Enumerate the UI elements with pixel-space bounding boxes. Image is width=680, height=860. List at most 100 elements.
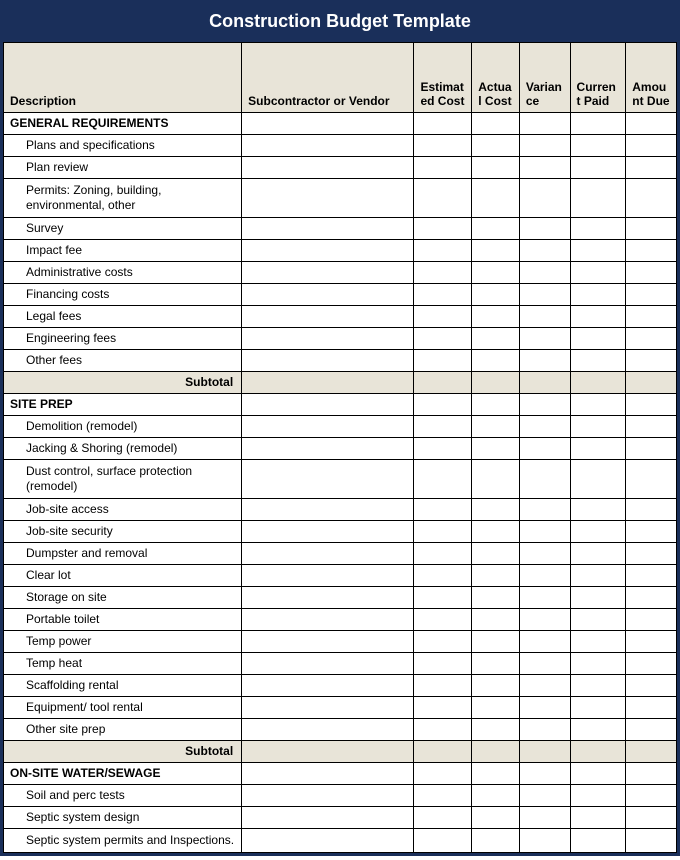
cell-empty (472, 135, 520, 157)
cell-empty (414, 785, 472, 807)
subtotal-label: Subtotal (4, 372, 242, 394)
cell-empty (242, 157, 414, 179)
cell-empty (242, 675, 414, 697)
cell-empty (519, 785, 570, 807)
cell-empty (414, 438, 472, 460)
cell-empty (519, 284, 570, 306)
cell-empty (626, 631, 677, 653)
cell-empty (414, 587, 472, 609)
cell-empty (519, 460, 570, 499)
line-item-row: Job-site security (4, 521, 677, 543)
cell-empty (519, 135, 570, 157)
cell-empty (414, 113, 472, 135)
cell-empty (570, 675, 626, 697)
cell-empty (519, 609, 570, 631)
cell-empty (472, 328, 520, 350)
cell-empty (414, 807, 472, 829)
cell-empty (570, 631, 626, 653)
cell-empty (570, 438, 626, 460)
line-item-row: Demolition (remodel) (4, 416, 677, 438)
cell-empty (570, 763, 626, 785)
cell-empty (519, 521, 570, 543)
cell-empty (414, 372, 472, 394)
col-due: Amount Due (626, 43, 677, 113)
cell-empty (519, 697, 570, 719)
cell-empty (626, 438, 677, 460)
line-item-label: Temp heat (4, 653, 242, 675)
line-item-row: Equipment/ tool rental (4, 697, 677, 719)
cell-empty (414, 306, 472, 328)
cell-empty (519, 113, 570, 135)
col-description: Description (4, 43, 242, 113)
section-heading: ON-SITE WATER/SEWAGE (4, 763, 242, 785)
line-item-row: Septic system permits and Inspections. (4, 829, 677, 853)
cell-empty (242, 807, 414, 829)
col-actual: Actual Cost (472, 43, 520, 113)
line-item-label: Dust control, surface protection (remode… (4, 460, 242, 499)
cell-empty (242, 438, 414, 460)
page-title: Construction Budget Template (3, 3, 677, 42)
cell-empty (414, 416, 472, 438)
cell-empty (626, 499, 677, 521)
cell-empty (242, 653, 414, 675)
cell-empty (472, 609, 520, 631)
cell-empty (414, 328, 472, 350)
cell-empty (242, 135, 414, 157)
cell-empty (472, 416, 520, 438)
cell-empty (626, 135, 677, 157)
cell-empty (626, 460, 677, 499)
cell-empty (472, 372, 520, 394)
cell-empty (242, 262, 414, 284)
subtotal-label: Subtotal (4, 741, 242, 763)
cell-empty (570, 218, 626, 240)
cell-empty (570, 521, 626, 543)
cell-empty (242, 328, 414, 350)
cell-empty (626, 609, 677, 631)
cell-empty (472, 675, 520, 697)
cell-empty (626, 697, 677, 719)
cell-empty (472, 262, 520, 284)
cell-empty (570, 240, 626, 262)
cell-empty (242, 372, 414, 394)
line-item-row: Financing costs (4, 284, 677, 306)
cell-empty (242, 719, 414, 741)
line-item-label: Clear lot (4, 565, 242, 587)
cell-empty (414, 179, 472, 218)
cell-empty (414, 499, 472, 521)
line-item-label: Equipment/ tool rental (4, 697, 242, 719)
line-item-row: Dumpster and removal (4, 543, 677, 565)
cell-empty (472, 807, 520, 829)
cell-empty (626, 785, 677, 807)
line-item-row: Dust control, surface protection (remode… (4, 460, 677, 499)
cell-empty (472, 763, 520, 785)
cell-empty (626, 719, 677, 741)
line-item-row: Other fees (4, 350, 677, 372)
line-item-label: Storage on site (4, 587, 242, 609)
cell-empty (519, 807, 570, 829)
cell-empty (519, 829, 570, 853)
cell-empty (570, 179, 626, 218)
cell-empty (414, 763, 472, 785)
cell-empty (519, 565, 570, 587)
cell-empty (414, 521, 472, 543)
cell-empty (570, 697, 626, 719)
cell-empty (570, 306, 626, 328)
cell-empty (242, 829, 414, 853)
cell-empty (414, 675, 472, 697)
cell-empty (242, 179, 414, 218)
cell-empty (472, 719, 520, 741)
cell-empty (472, 587, 520, 609)
cell-empty (472, 565, 520, 587)
section-heading: GENERAL REQUIREMENTS (4, 113, 242, 135)
subtotal-row: Subtotal (4, 372, 677, 394)
budget-template: Construction Budget Template Description… (0, 0, 680, 856)
cell-empty (626, 807, 677, 829)
col-variance: Variance (519, 43, 570, 113)
cell-empty (519, 218, 570, 240)
line-item-label: Permits: Zoning, building, environmental… (4, 179, 242, 218)
line-item-label: Administrative costs (4, 262, 242, 284)
cell-empty (626, 179, 677, 218)
cell-empty (242, 631, 414, 653)
header-row: Description Subcontractor or Vendor Esti… (4, 43, 677, 113)
cell-empty (570, 372, 626, 394)
